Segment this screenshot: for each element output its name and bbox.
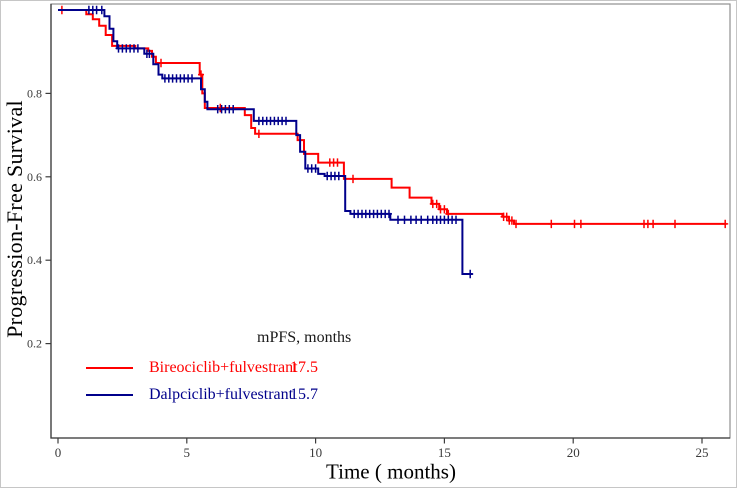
- y-tick-label: 0.2: [27, 337, 42, 351]
- x-tick-label: 20: [567, 445, 580, 460]
- y-tick-label: 0.6: [27, 170, 42, 184]
- x-tick-label: 0: [55, 445, 62, 460]
- censor-marks-dalpciclib: [85, 5, 474, 279]
- legend-value-dalpciclib: 15.7: [290, 386, 318, 403]
- legend-swatch-bireociclib: [86, 367, 133, 369]
- x-tick-label: 5: [184, 445, 191, 460]
- survival-curve-bireociclib: [58, 9, 727, 225]
- x-tick-label: 10: [309, 445, 322, 460]
- legend-title: mPFS, months: [257, 329, 352, 346]
- censor-marks-bireociclib: [58, 5, 729, 229]
- axis-lines: [50, 4, 730, 439]
- x-tick-label: 15: [438, 445, 451, 460]
- legend-label-bireociclib: Bireociclib+fulvestrant: [149, 359, 298, 376]
- legend-swatch-dalpciclib: [86, 394, 133, 396]
- legend-label-dalpciclib: Dalpciclib+fulvestrant: [149, 386, 294, 403]
- legend-value-bireociclib: 17.5: [290, 359, 318, 376]
- x-axis-title: Time ( months): [326, 459, 456, 484]
- y-axis-title: Progression-Free Survival: [2, 100, 27, 338]
- survival-curve-dalpciclib: [58, 9, 473, 275]
- x-tick-label: 25: [696, 445, 709, 460]
- y-tick-label: 0.4: [27, 253, 42, 267]
- y-tick-label: 0.8: [27, 86, 42, 100]
